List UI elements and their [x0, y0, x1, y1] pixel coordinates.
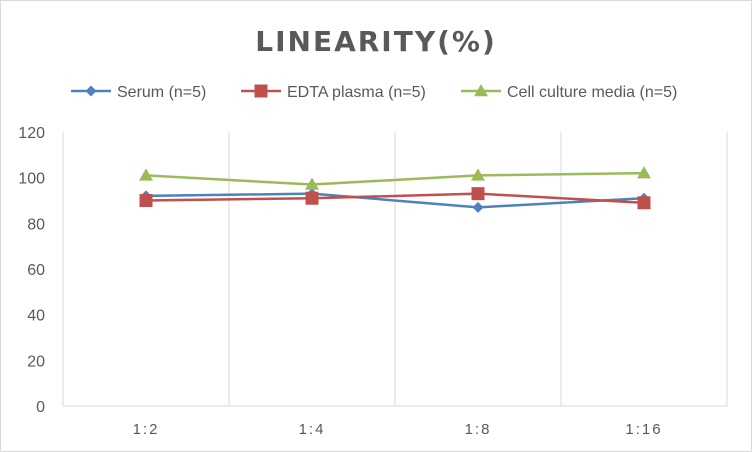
data-point — [637, 166, 651, 179]
data-point — [471, 168, 485, 181]
chart-title: LINEARITY(%) — [255, 25, 497, 58]
series-line — [145, 171, 645, 186]
data-point — [637, 196, 651, 210]
x-tick-label: 1:4 — [299, 421, 326, 438]
x-tick-label: 1:2 — [133, 421, 160, 438]
legend-label: Cell culture media (n=5) — [507, 84, 677, 101]
y-tick-label: 80 — [27, 216, 45, 233]
data-point — [139, 194, 153, 207]
legend-marker — [254, 84, 268, 98]
series-line — [145, 192, 645, 209]
y-tick-label: 0 — [36, 399, 45, 416]
data-point — [139, 168, 153, 181]
y-tick-label: 60 — [27, 262, 45, 279]
data-point — [471, 187, 485, 201]
legend: Serum (n=5) EDTA plasma (n=5) Cell culture… — [71, 84, 677, 101]
series-line — [145, 192, 645, 205]
y-tick-label: 100 — [18, 171, 45, 188]
data-point — [472, 201, 484, 213]
legend-label: Serum (n=5) — [117, 84, 206, 101]
legend-label: EDTA plasma (n=5) — [287, 84, 426, 101]
y-tick-label: 120 — [18, 125, 45, 142]
data-point — [305, 191, 319, 205]
x-tick-label: 1:16 — [625, 421, 662, 438]
y-tick-label: 40 — [27, 308, 45, 325]
legend-marker — [85, 85, 97, 97]
data-point — [305, 177, 319, 190]
x-tick-label: 1:8 — [465, 421, 492, 438]
y-tick-label: 20 — [27, 353, 45, 370]
plot-area: 0 20 40 60 80 100 120 1:2 1:4 1:8 1:16 — [18, 125, 728, 438]
legend-marker — [474, 84, 488, 97]
